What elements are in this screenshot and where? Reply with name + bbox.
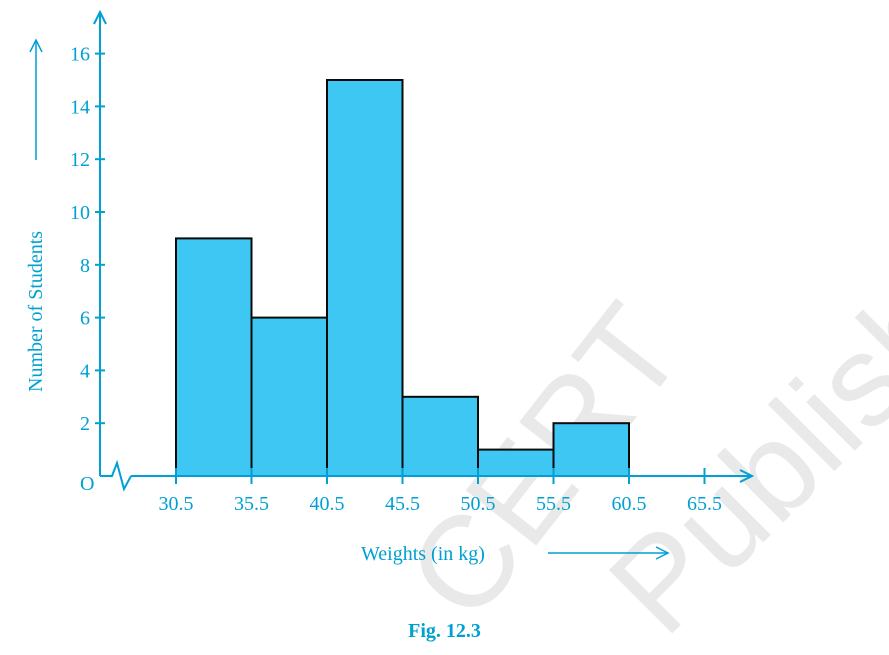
- y-tick-label: 12: [70, 149, 90, 171]
- y-tick-label: 14: [70, 96, 90, 118]
- bar-3: [326, 79, 404, 477]
- y-tick-label: 10: [70, 202, 90, 224]
- y-ticks: 2 4 6 8 10 12 14 16: [70, 44, 105, 435]
- bar-1: [175, 237, 253, 477]
- x-tick-label: 35.5: [234, 493, 269, 515]
- x-tick-label: 55.5: [536, 493, 571, 515]
- x-label-arrowhead: [655, 546, 670, 560]
- x-tick-label: 45.5: [385, 493, 420, 515]
- figure-caption: Fig. 12.3: [408, 620, 481, 642]
- y-axis-title: Number of Students: [25, 38, 47, 392]
- y-label-arrowhead: [29, 38, 43, 53]
- bars-group: [175, 79, 630, 478]
- y-tick-label: 6: [80, 308, 90, 330]
- x-axis-arrowhead: [739, 469, 755, 483]
- x-axis-label: Weights (in kg): [361, 543, 485, 565]
- x-tick-label: 50.5: [461, 493, 496, 515]
- axes: [93, 9, 755, 492]
- bar-4: [401, 395, 479, 477]
- x-tick-label: 65.5: [687, 493, 722, 515]
- y-axis-label: Number of Students: [25, 231, 47, 392]
- bar-6: [552, 422, 630, 478]
- y-tick-label: 8: [80, 255, 90, 277]
- y-tick-label: 2: [80, 413, 90, 435]
- x-ticks: 30.5 35.5 40.5 45.5 50.5 55.5 60.5 65.5: [159, 468, 722, 515]
- y-tick-label: 16: [70, 44, 90, 66]
- bar-5: [477, 448, 555, 478]
- x-axis-break: [100, 459, 132, 492]
- x-tick-label: 30.5: [159, 493, 194, 515]
- y-tick-label: 4: [80, 360, 90, 382]
- origin-label: O: [80, 473, 94, 495]
- bar-2: [250, 316, 328, 477]
- x-axis-title: Weights (in kg): [361, 543, 670, 565]
- y-axis-arrowhead: [93, 9, 107, 25]
- x-tick-label: 60.5: [612, 493, 647, 515]
- x-tick-label: 40.5: [310, 493, 345, 515]
